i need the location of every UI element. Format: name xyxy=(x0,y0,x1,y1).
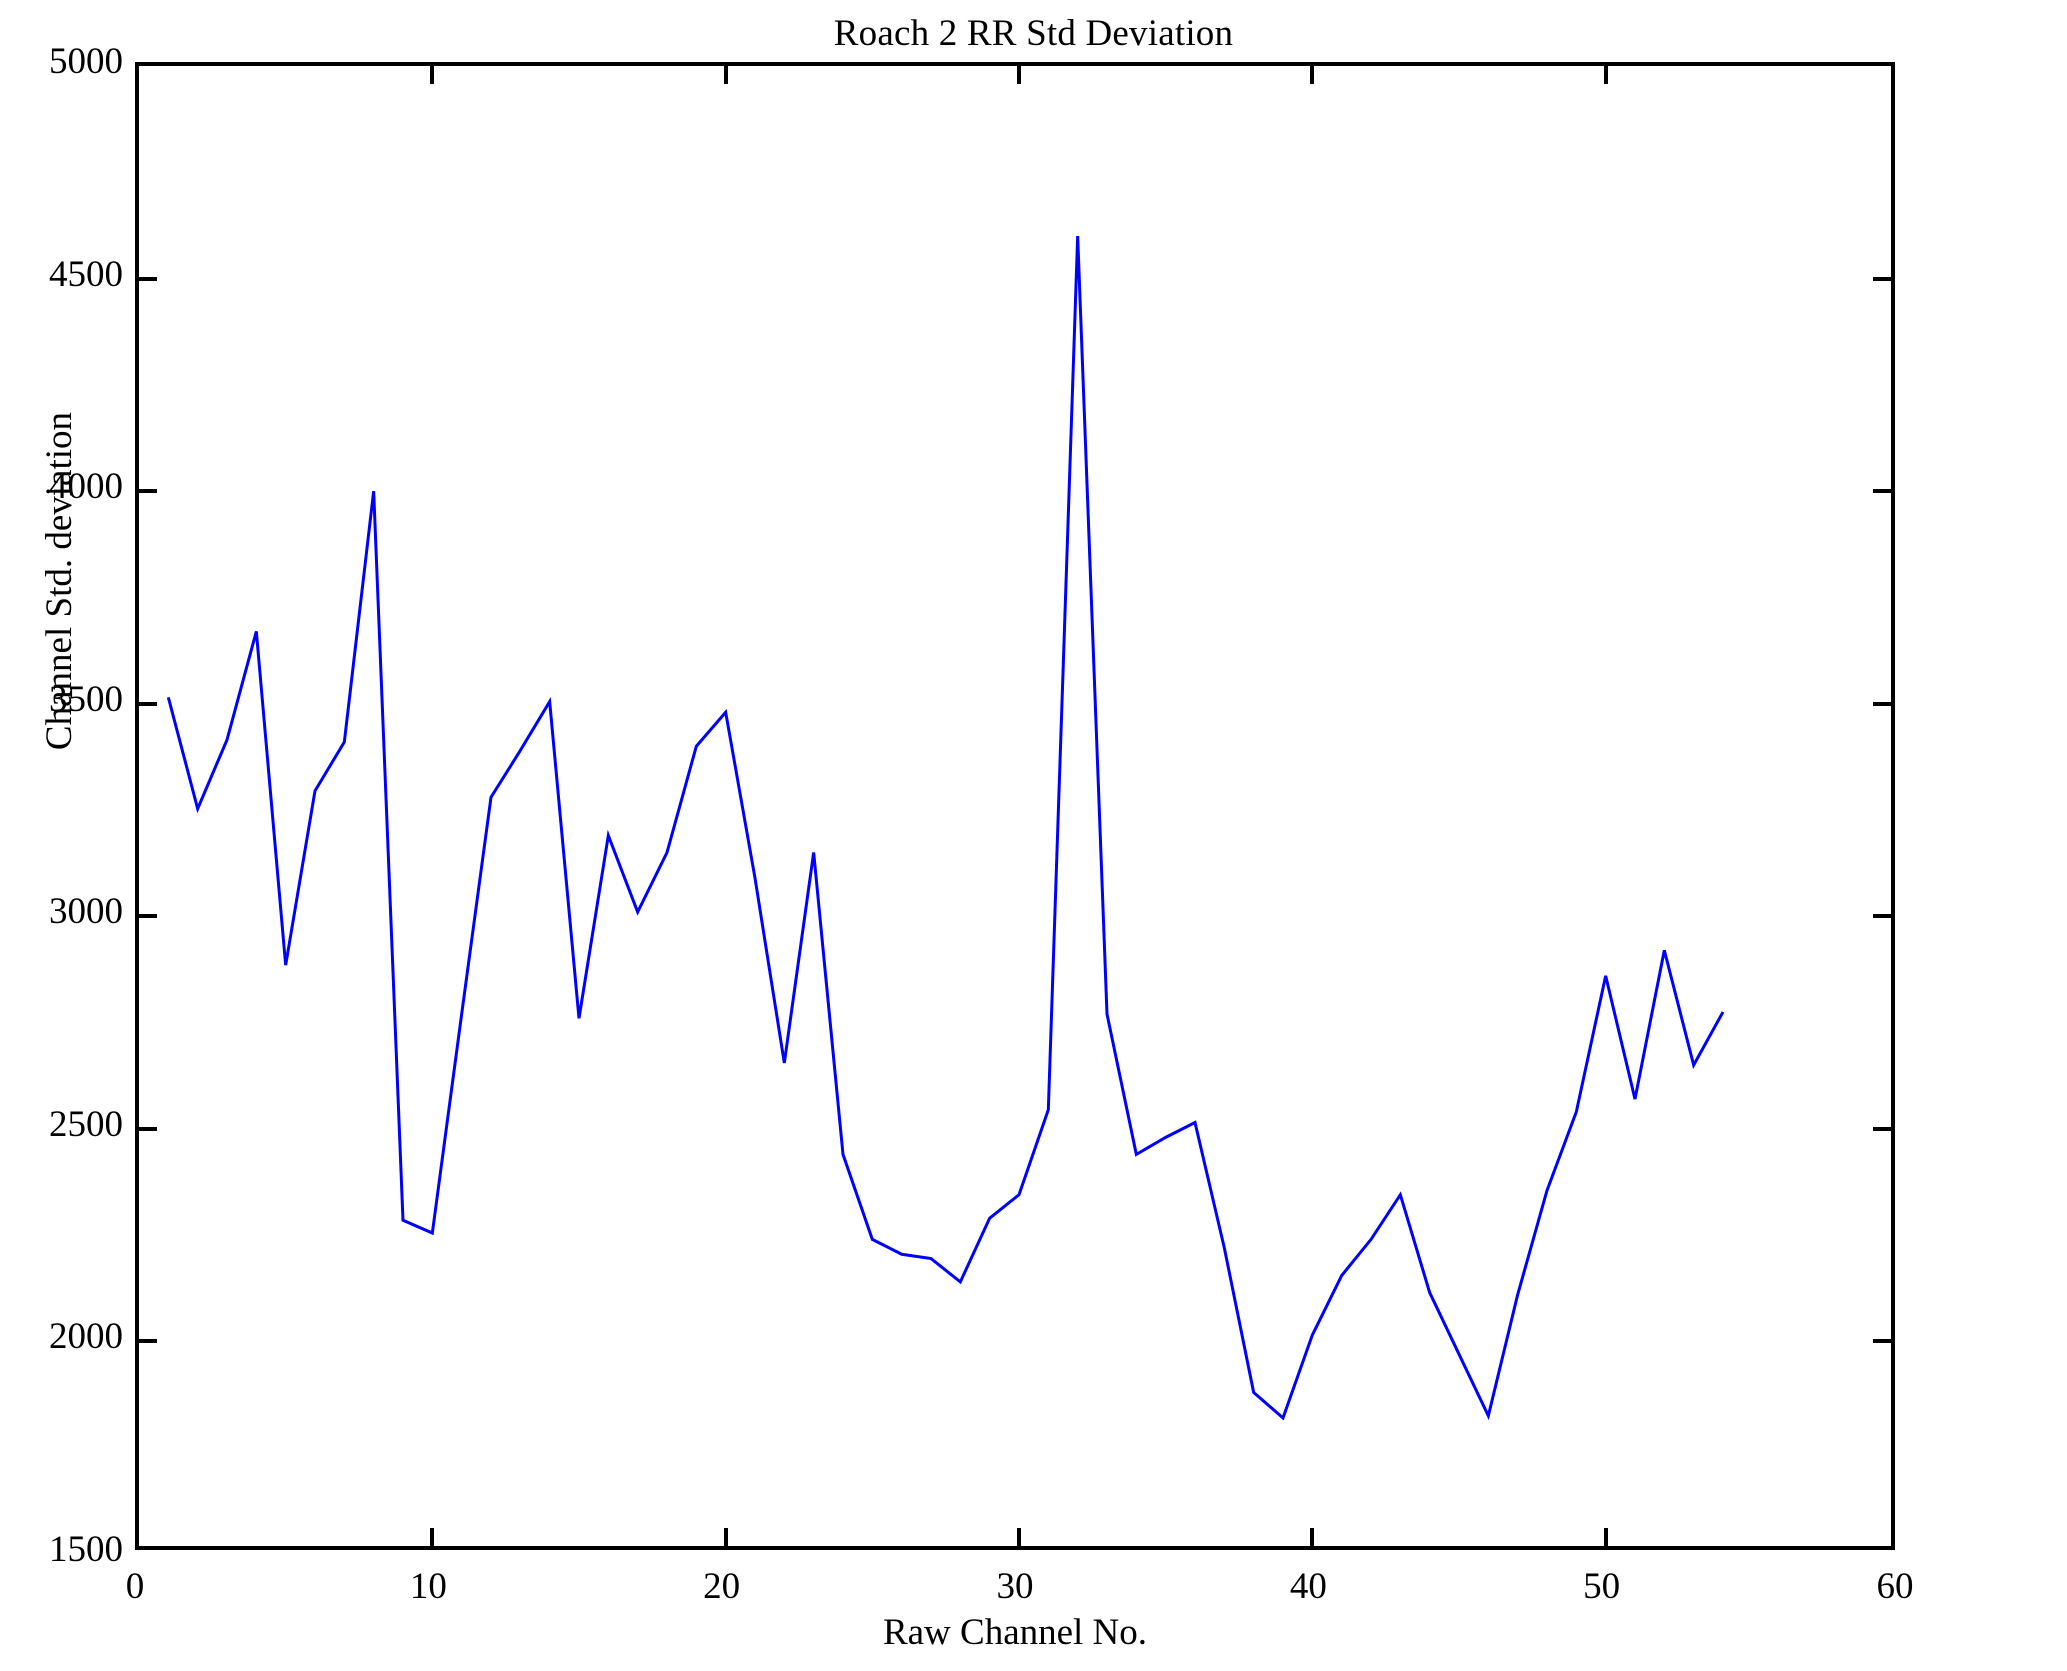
x-tick-label: 50 xyxy=(1583,1566,1621,1607)
y-tick-mark-right xyxy=(1873,489,1891,494)
x-tick-label: 30 xyxy=(996,1566,1034,1607)
y-tick-mark xyxy=(139,1339,157,1344)
x-tick-mark xyxy=(1017,1528,1021,1546)
x-tick-label: 20 xyxy=(703,1566,741,1607)
x-tick-mark-top xyxy=(1310,66,1315,84)
y-tick-mark xyxy=(139,914,157,919)
data-series-line xyxy=(166,236,1725,1421)
y-tick-mark-right xyxy=(1873,1339,1891,1344)
x-tick-mark xyxy=(723,1528,728,1546)
y-tick-label: 4000 xyxy=(49,466,123,508)
x-tick-label: 0 xyxy=(125,1566,145,1607)
y-tick-mark xyxy=(139,489,157,494)
x-tick-label: 60 xyxy=(1876,1566,1914,1607)
x-tick-mark xyxy=(1603,1528,1608,1546)
x-tick-label: 40 xyxy=(1289,1566,1327,1607)
y-tick-mark xyxy=(139,1126,157,1131)
y-tick-mark xyxy=(139,701,157,706)
x-tick-mark-top xyxy=(723,66,728,84)
y-tick-label: 4500 xyxy=(49,253,123,295)
y-tick-label: 2000 xyxy=(49,1316,123,1358)
x-tick-mark xyxy=(1310,1528,1315,1546)
x-tick-mark xyxy=(430,1528,435,1546)
y-tick-label: 5000 xyxy=(49,41,123,82)
x-axis-label: Raw Channel No. xyxy=(882,1612,1148,1653)
x-tick-mark-top xyxy=(1603,66,1608,84)
y-tick-mark xyxy=(139,276,157,281)
y-tick-mark-right xyxy=(1873,1126,1891,1131)
y-tick-label: 3500 xyxy=(49,678,123,720)
x-tick-mark-top xyxy=(1017,66,1021,84)
y-tick-mark-right xyxy=(1873,914,1891,919)
y-tick-label: 2500 xyxy=(49,1103,123,1145)
y-tick-mark-right xyxy=(1873,276,1891,281)
x-tick-label: 10 xyxy=(409,1566,447,1607)
chart-title: Roach 2 RR Std Deviation xyxy=(833,13,1234,54)
plot-area xyxy=(135,62,1895,1550)
y-axis-label: Channel Std. deviation xyxy=(39,411,80,751)
x-tick-mark-top xyxy=(430,66,435,84)
y-tick-label: 1500 xyxy=(49,1529,123,1570)
y-tick-mark-right xyxy=(1873,701,1891,706)
line-chart-svg xyxy=(166,236,1725,1421)
y-tick-label: 3000 xyxy=(49,891,123,933)
